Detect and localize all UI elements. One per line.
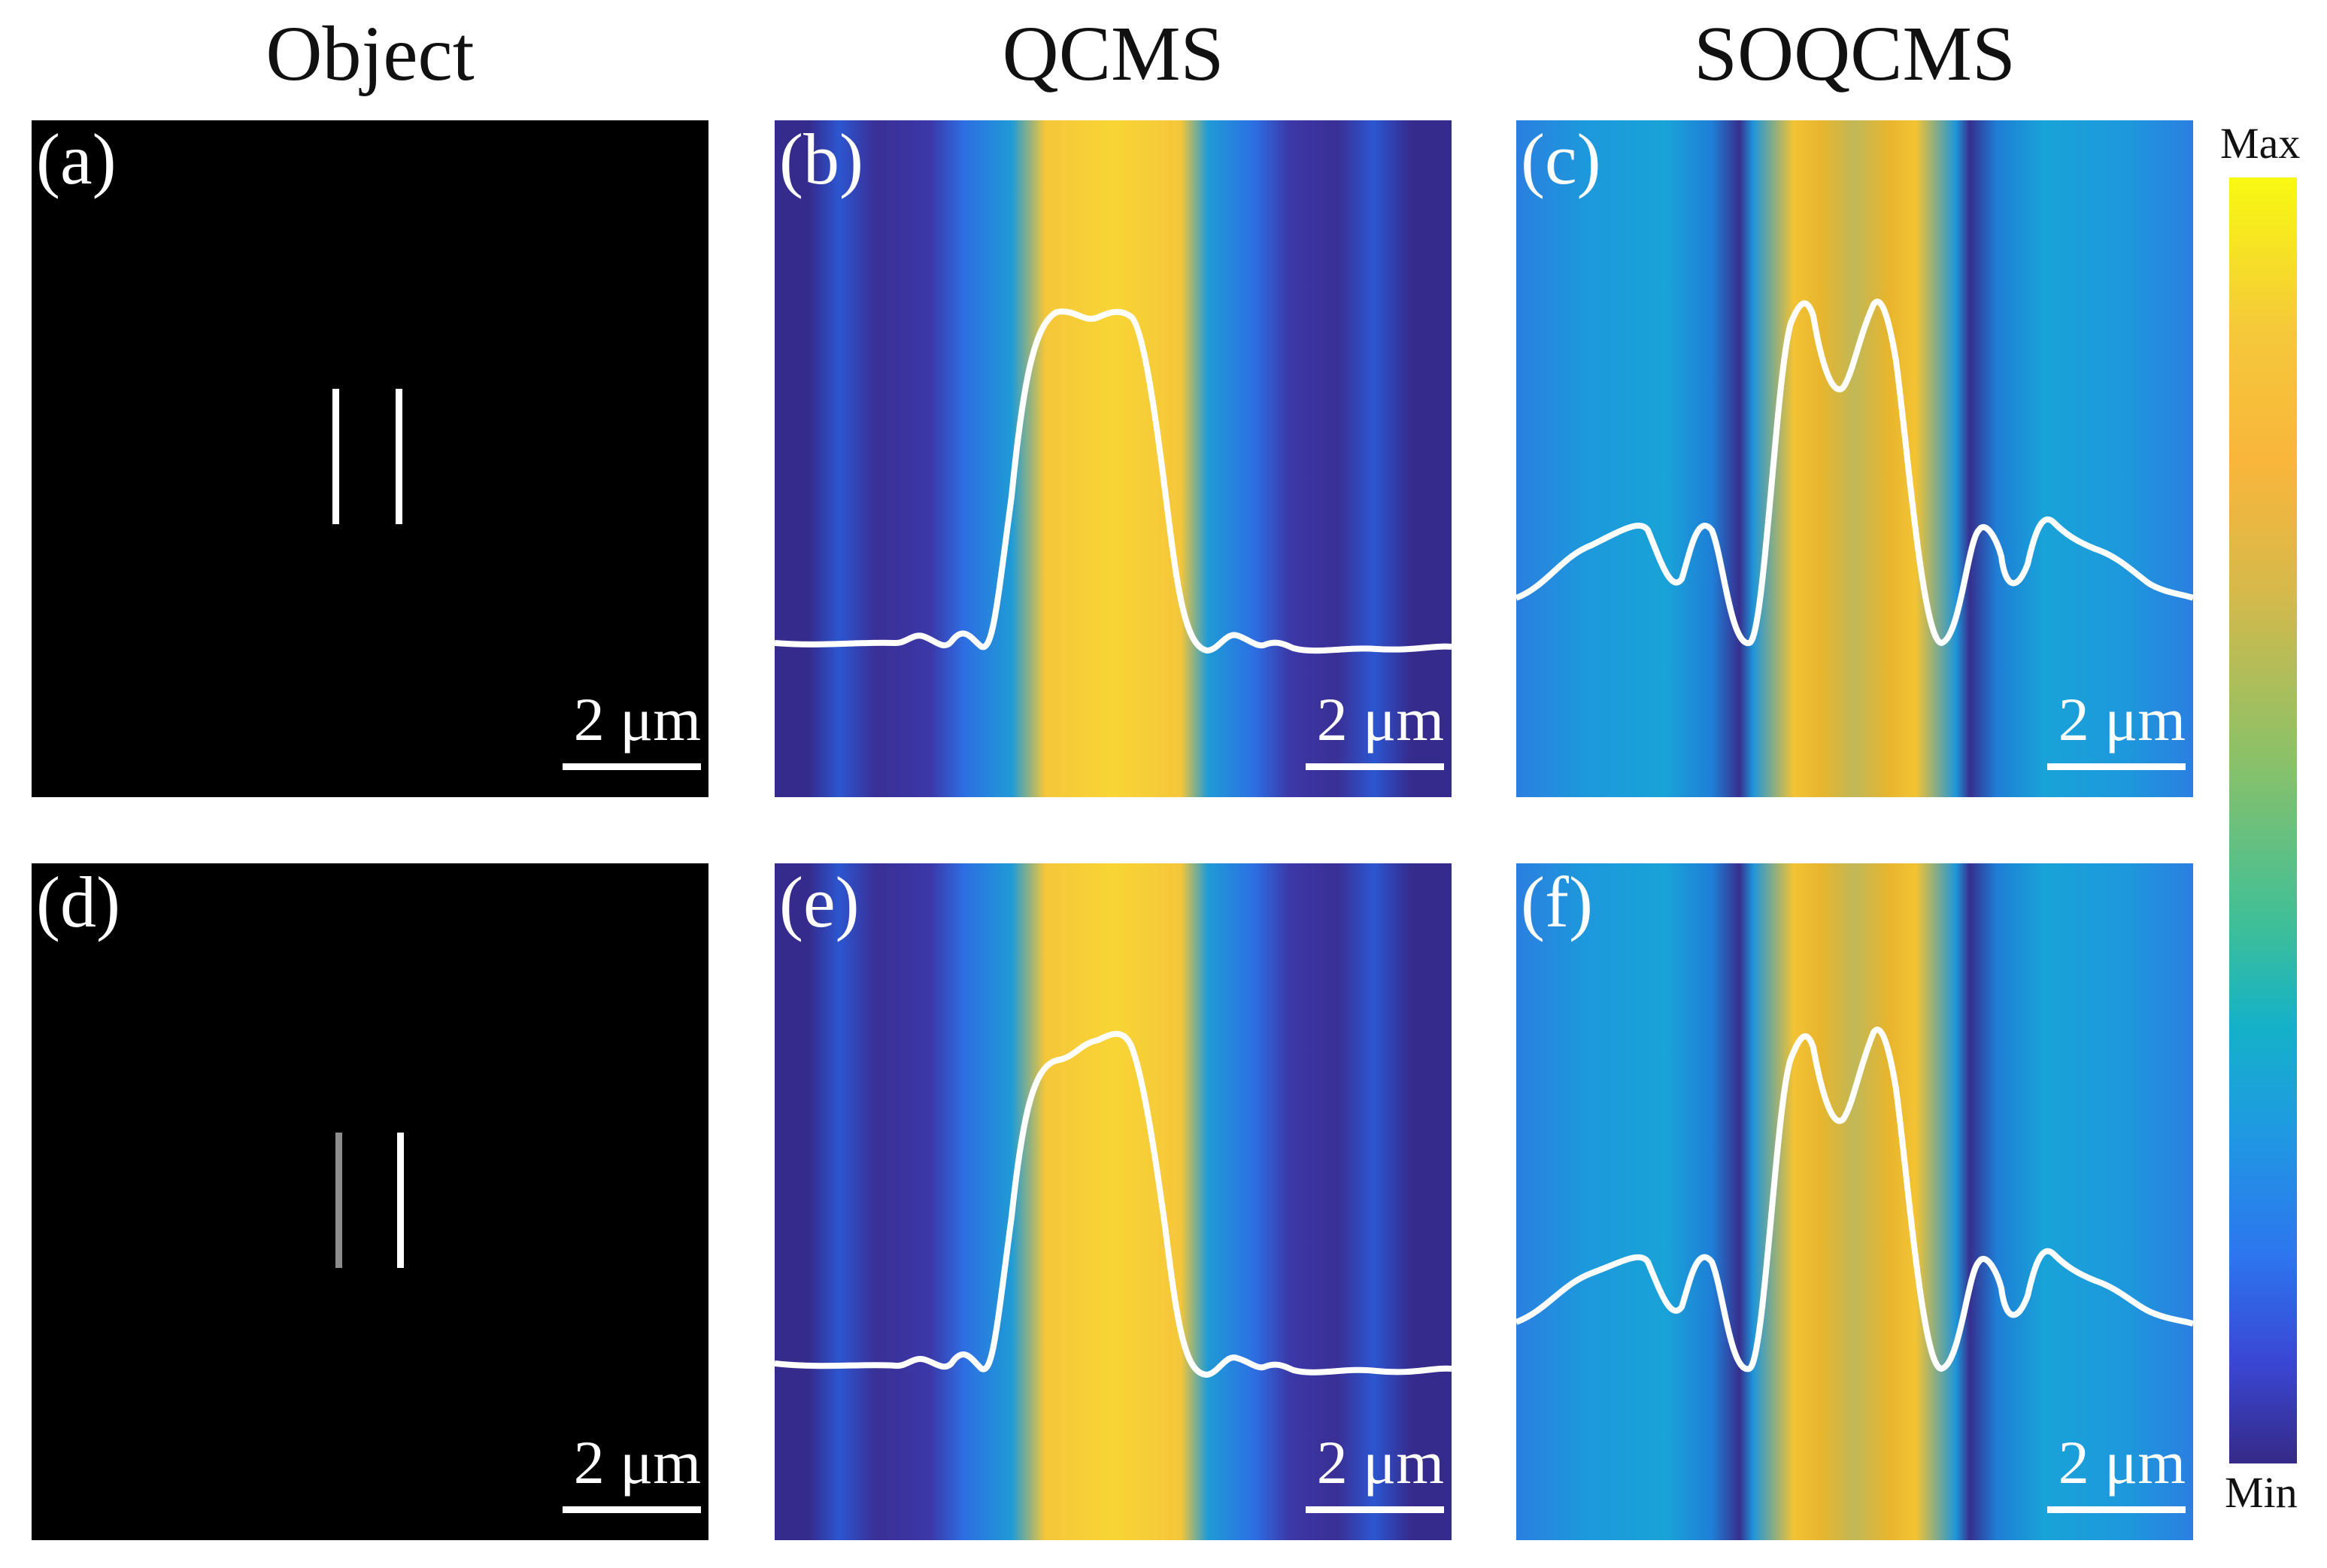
scale-bar	[2047, 1506, 2186, 1513]
slit-left-dim	[335, 1133, 342, 1268]
intensity-profile-curve	[1516, 1027, 2193, 1372]
scale-bar-label: 2 μm	[573, 1428, 701, 1497]
colorbar-min-label: Min	[2225, 1468, 2298, 1517]
column-title-qcms: QCMS	[1002, 11, 1224, 97]
panel-label: (b)	[779, 120, 863, 199]
colorbar	[2229, 177, 2297, 1463]
colorbar-max-label: Max	[2220, 119, 2301, 168]
scale-bar-label: 2 μm	[2058, 1428, 2186, 1497]
slit-left	[332, 389, 339, 524]
scale-bar-label: 2 μm	[1316, 1428, 1444, 1497]
panel-label: (f)	[1521, 863, 1593, 942]
scale-bar-label: 2 μm	[2058, 685, 2186, 754]
scale-bar	[2047, 763, 2186, 770]
panel-b-qcms: (b) 2 μm	[775, 120, 1452, 797]
scale-bar	[1306, 1506, 1444, 1513]
intensity-profile-curve	[775, 308, 1452, 654]
panel-d-object: (d) 2 μm	[32, 863, 708, 1540]
panel-a-object: (a) 2 μm	[32, 120, 708, 797]
scale-bar	[563, 763, 701, 770]
scale-bar	[1306, 763, 1444, 770]
slit-right	[396, 389, 402, 524]
intensity-profile-curve	[1516, 299, 2193, 646]
panel-e-qcms: (e) 2 μm	[775, 863, 1452, 1540]
slit-right	[397, 1133, 404, 1268]
panel-label: (a)	[36, 120, 117, 199]
column-title-object: Object	[265, 11, 475, 97]
panel-f-soqcms: (f) 2 μm	[1516, 863, 2193, 1540]
panel-c-soqcms: (c) 2 μm	[1516, 120, 2193, 797]
scale-bar	[563, 1506, 701, 1513]
intensity-profile-curve	[775, 1030, 1452, 1378]
scale-bar-label: 2 μm	[573, 685, 701, 754]
scale-bar-label: 2 μm	[1316, 685, 1444, 754]
panel-label: (d)	[36, 863, 120, 942]
column-title-soqcms: SOQCMS	[1694, 11, 2016, 97]
panel-label: (c)	[1521, 120, 1601, 199]
panel-label: (e)	[779, 863, 860, 942]
